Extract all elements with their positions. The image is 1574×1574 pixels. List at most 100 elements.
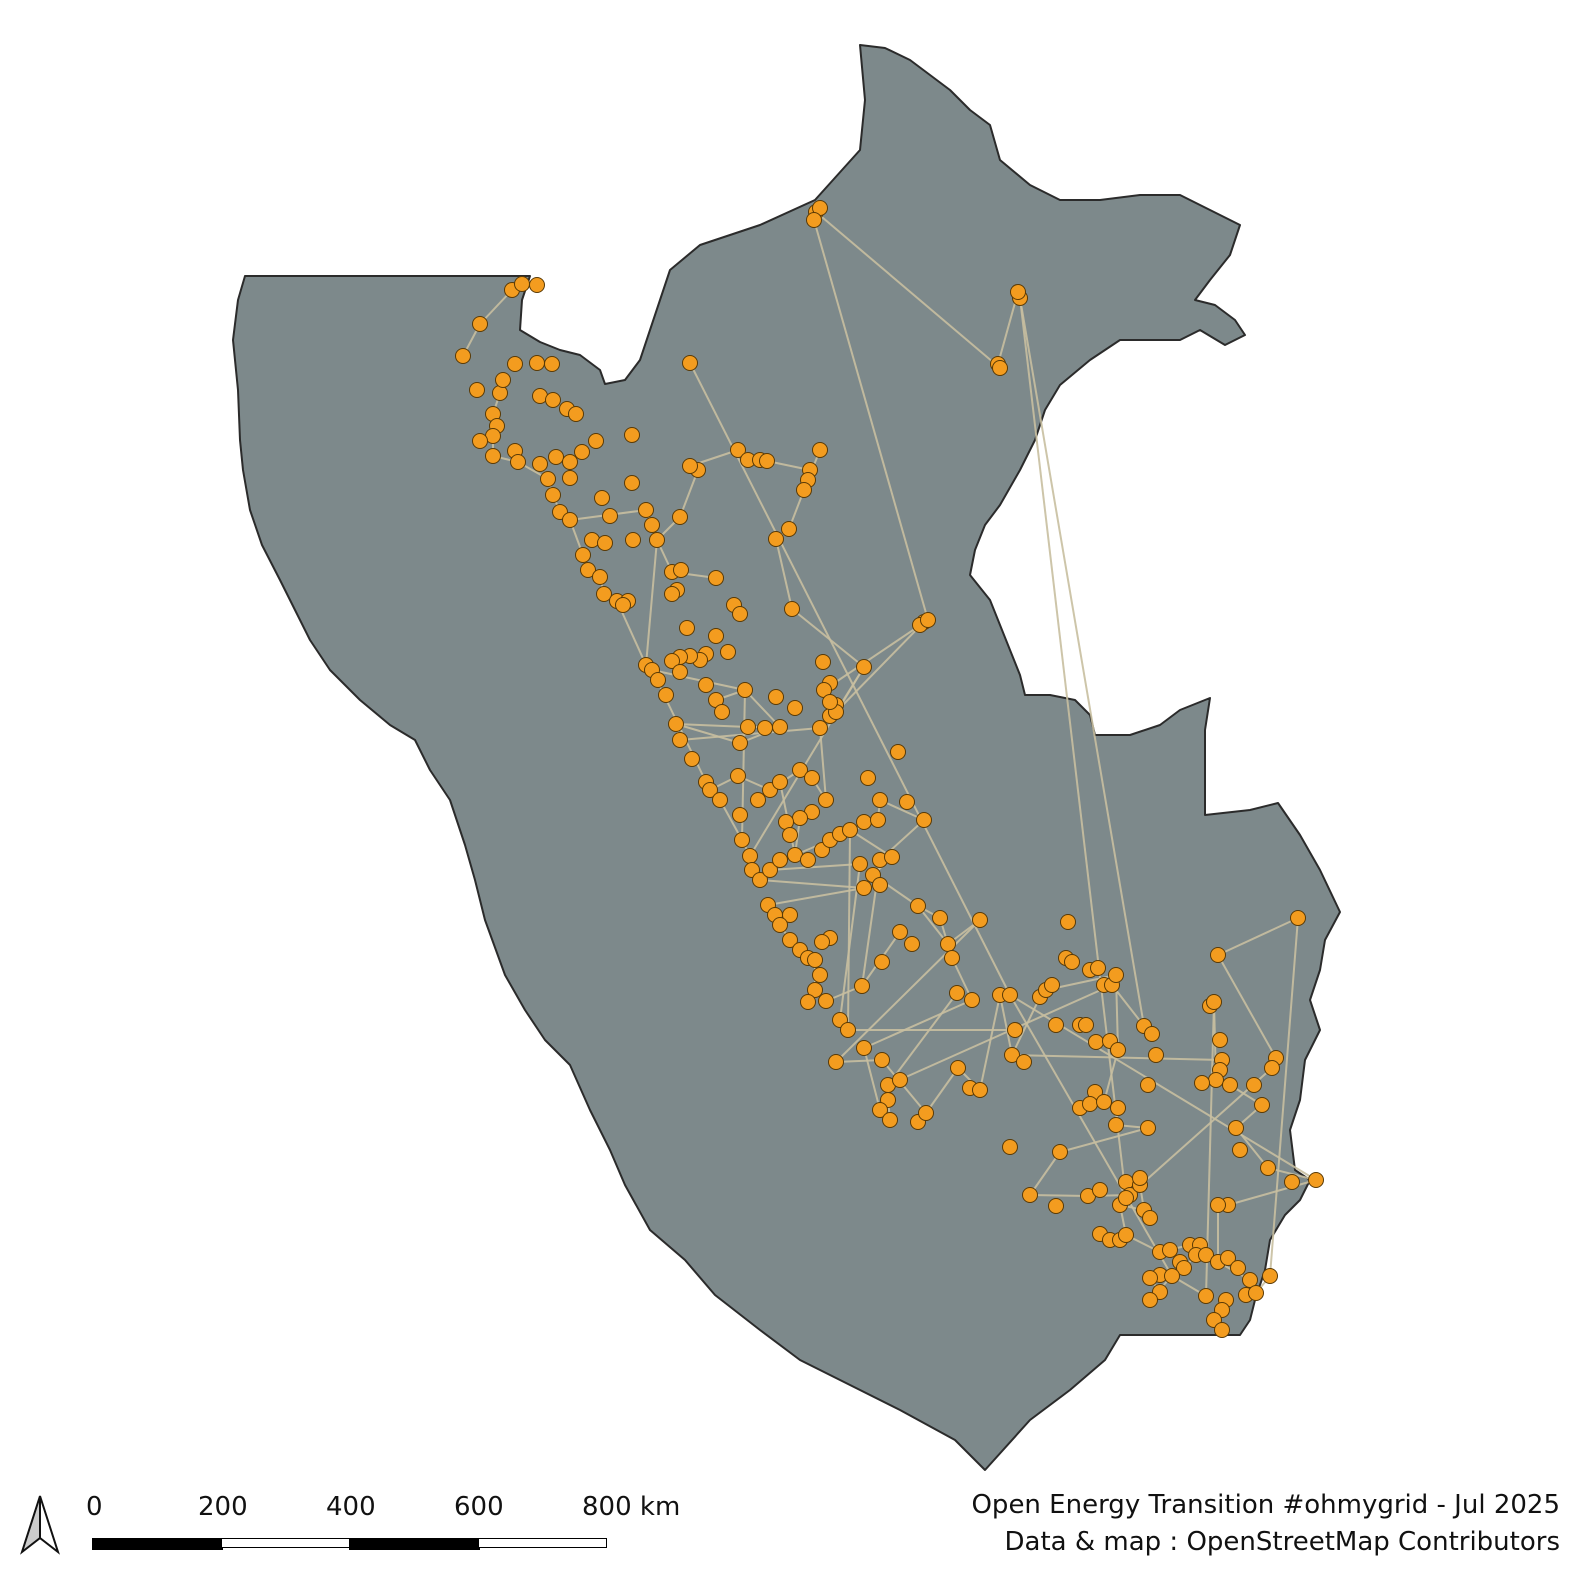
grid-node bbox=[698, 677, 714, 693]
grid-node bbox=[1208, 1072, 1224, 1088]
grid-node bbox=[759, 453, 775, 469]
scale-label-800: 800 km bbox=[582, 1492, 681, 1522]
grid-node bbox=[532, 456, 548, 472]
grid-line bbox=[917, 905, 949, 945]
grid-node bbox=[872, 1102, 888, 1118]
grid-node bbox=[807, 952, 823, 968]
grid-node bbox=[1176, 1260, 1192, 1276]
grid-node bbox=[806, 212, 822, 228]
grid-node bbox=[1090, 960, 1106, 976]
grid-line bbox=[645, 539, 658, 666]
scale-label-400: 400 bbox=[326, 1492, 376, 1522]
grid-node bbox=[673, 562, 689, 578]
grid-node bbox=[682, 355, 698, 371]
grid-node bbox=[856, 880, 872, 896]
grid-node bbox=[672, 664, 688, 680]
grid-node bbox=[708, 570, 724, 586]
grid-node bbox=[757, 720, 773, 736]
grid-node bbox=[828, 1054, 844, 1070]
grid-line bbox=[887, 992, 958, 1086]
grid-node bbox=[872, 792, 888, 808]
grid-node bbox=[842, 822, 858, 838]
grid-node bbox=[737, 682, 753, 698]
grid-line bbox=[835, 919, 981, 1063]
grid-node bbox=[495, 372, 511, 388]
grid-node bbox=[852, 856, 868, 872]
grid-node bbox=[742, 848, 758, 864]
grid-node bbox=[1048, 1198, 1064, 1214]
grid-node bbox=[1148, 1047, 1164, 1063]
grid-node bbox=[807, 982, 823, 998]
grid-line bbox=[679, 469, 699, 518]
grid-line bbox=[863, 999, 973, 1049]
grid-node bbox=[615, 597, 631, 613]
grid-node bbox=[1198, 1247, 1214, 1263]
grid-node bbox=[732, 735, 748, 751]
grid-node bbox=[892, 924, 908, 940]
scale-seg-1 bbox=[92, 1538, 223, 1550]
grid-line bbox=[767, 887, 865, 906]
grid-node bbox=[1002, 987, 1018, 1003]
grid-node bbox=[1044, 977, 1060, 993]
grid-node bbox=[899, 794, 915, 810]
grid-line bbox=[744, 689, 781, 728]
grid-node bbox=[870, 812, 886, 828]
grid-node bbox=[874, 1052, 890, 1068]
grid-line bbox=[791, 608, 865, 668]
grid-node bbox=[1110, 1042, 1126, 1058]
grid-node bbox=[872, 877, 888, 893]
grid-node bbox=[892, 1072, 908, 1088]
grid-node bbox=[469, 382, 485, 398]
grid-node bbox=[1248, 1285, 1264, 1301]
grid-node bbox=[507, 356, 523, 372]
grid-node bbox=[588, 433, 604, 449]
grid-node bbox=[672, 732, 688, 748]
grid-node bbox=[679, 620, 695, 636]
grid-node bbox=[529, 277, 545, 293]
grid-node bbox=[1004, 1047, 1020, 1063]
grid-node bbox=[949, 985, 965, 1001]
grid-node bbox=[1232, 1142, 1248, 1158]
grid-node bbox=[472, 316, 488, 332]
grid-line bbox=[675, 723, 741, 744]
grid-node bbox=[472, 433, 488, 449]
grid-line bbox=[979, 994, 1001, 1091]
grid-node bbox=[1092, 1182, 1108, 1198]
grid-node bbox=[638, 502, 654, 518]
grid-nodes bbox=[455, 200, 1324, 1338]
grid-node bbox=[1254, 1097, 1270, 1113]
grid-node bbox=[781, 521, 797, 537]
grid-line bbox=[815, 211, 1001, 369]
grid-line bbox=[887, 984, 1113, 1086]
grid-line bbox=[651, 669, 746, 691]
grid-node bbox=[562, 454, 578, 470]
grid-node bbox=[1096, 1094, 1112, 1110]
grid-node bbox=[918, 1105, 934, 1121]
grid-node bbox=[597, 535, 613, 551]
grid-line bbox=[769, 863, 861, 871]
grid-node bbox=[1132, 1170, 1148, 1186]
grid-node bbox=[874, 954, 890, 970]
grid-node bbox=[1082, 1096, 1098, 1112]
grid-line bbox=[849, 829, 893, 858]
scale-label-0: 0 bbox=[86, 1492, 103, 1522]
grid-line bbox=[823, 619, 929, 691]
grid-node bbox=[1222, 1077, 1238, 1093]
grid-node bbox=[1002, 1139, 1018, 1155]
grid-line bbox=[997, 291, 1019, 365]
grid-node bbox=[784, 601, 800, 617]
scale-seg-3 bbox=[349, 1538, 480, 1550]
grid-node bbox=[1140, 1120, 1156, 1136]
grid-node bbox=[580, 562, 596, 578]
scale-bar bbox=[92, 1538, 608, 1550]
grid-node bbox=[625, 532, 641, 548]
grid-node bbox=[732, 807, 748, 823]
grid-node bbox=[1290, 910, 1306, 926]
grid-node bbox=[782, 907, 798, 923]
grid-node bbox=[545, 392, 561, 408]
grid-node bbox=[514, 276, 530, 292]
grid-node bbox=[702, 782, 718, 798]
grid-node bbox=[1010, 284, 1026, 300]
grid-node bbox=[672, 509, 688, 525]
